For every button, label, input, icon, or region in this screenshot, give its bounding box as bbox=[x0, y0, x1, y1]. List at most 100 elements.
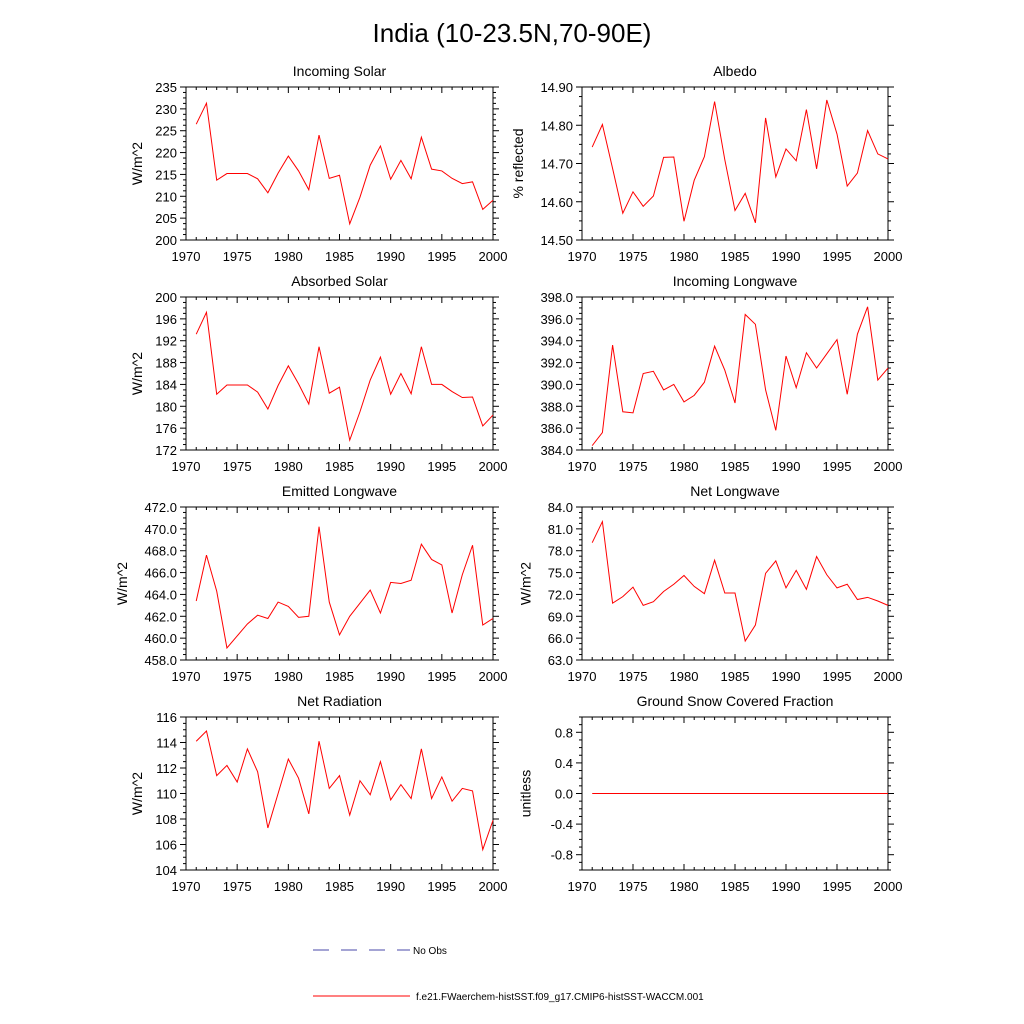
chart5-ytick-label: 466.0 bbox=[144, 566, 177, 581]
chart5-series-line bbox=[195, 526, 494, 650]
chart6-xtick-label: 1975 bbox=[619, 669, 648, 684]
chart1-xtick-label: 1975 bbox=[223, 249, 252, 264]
chart8-xtick-label: 1970 bbox=[568, 879, 597, 894]
chart8-title: Ground Snow Covered Fraction bbox=[637, 693, 834, 709]
chart1-ytick-label: 235 bbox=[155, 80, 177, 95]
chart4-ytick-label: 386.0 bbox=[540, 421, 573, 436]
chart4-plot-frame bbox=[581, 296, 889, 451]
chart3-panel-absorbed-solar: Absorbed Solar 1970 1975 1980 1985 1990 1995 20… bbox=[129, 273, 508, 474]
chart3-xtick-label: 1970 bbox=[172, 459, 201, 474]
chart6-series-line bbox=[591, 519, 889, 643]
chart2-ylabel: % reflected bbox=[510, 128, 526, 198]
chart7-ytick-label: 104 bbox=[155, 863, 177, 878]
chart6-ylabel: W/m^2 bbox=[517, 562, 533, 605]
chart4-xtick-label: 2000 bbox=[874, 459, 903, 474]
chart2-ytick-label: 14.50 bbox=[540, 233, 573, 248]
chart4-xtick-label: 1990 bbox=[772, 459, 801, 474]
chart2-xtick-label: 1995 bbox=[823, 249, 852, 264]
chart3-ytick-label: 184 bbox=[155, 377, 177, 392]
chart5-ytick-label: 458.0 bbox=[144, 653, 177, 668]
chart1-ytick-label: 215 bbox=[155, 167, 177, 182]
chart5-plot-frame bbox=[185, 506, 494, 661]
chart1-xtick-label: 1980 bbox=[274, 249, 303, 264]
chart4-ytick-label: 396.0 bbox=[540, 312, 573, 327]
chart8-xtick-label: 1985 bbox=[721, 879, 750, 894]
chart6-ytick-label: 75.0 bbox=[548, 566, 573, 581]
chart4-title: Incoming Longwave bbox=[673, 273, 798, 289]
chart7-ylabel: W/m^2 bbox=[129, 772, 145, 815]
chart3-xtick-label: 1985 bbox=[325, 459, 354, 474]
chart7-plot-frame bbox=[185, 716, 494, 871]
chart6-ytick-label: 81.0 bbox=[548, 522, 573, 537]
chart6-ytick-label: 63.0 bbox=[548, 653, 573, 668]
chart6-ytick-label: 72.0 bbox=[548, 587, 573, 602]
chart3-series-line bbox=[195, 310, 494, 443]
chart8-ytick-label: 0.8 bbox=[555, 725, 573, 740]
chart1-ylabel: W/m^2 bbox=[129, 142, 145, 185]
legend-label-model-run: f.e21.FWaerchem-histSST.f09_g17.CMIP6-hi… bbox=[416, 992, 704, 1003]
chart4-ytick-label: 394.0 bbox=[540, 334, 573, 349]
chart2-plot-frame bbox=[581, 86, 889, 241]
chart8-panel-ground-snow-covered-fraction: Ground Snow Covered Fraction 1970 1975 1980… bbox=[517, 693, 902, 894]
legend-label-no-obs: No Obs bbox=[413, 946, 447, 957]
chart1-series-line bbox=[195, 101, 494, 226]
chart7-xtick-label: 1980 bbox=[274, 879, 303, 894]
chart1-title: Incoming Solar bbox=[293, 63, 387, 79]
chart2-title: Albedo bbox=[713, 63, 757, 79]
chart4-ytick-label: 388.0 bbox=[540, 399, 573, 414]
figure-title: India (10-23.5N,70-90E) bbox=[373, 18, 652, 48]
chart3-title: Absorbed Solar bbox=[291, 273, 388, 289]
chart1-plot-frame bbox=[185, 86, 494, 241]
chart8-ytick-label: 0.0 bbox=[555, 787, 573, 802]
chart6-ytick-label: 69.0 bbox=[548, 609, 573, 624]
chart5-xtick-label: 1995 bbox=[427, 669, 456, 684]
chart6-panel-net-longwave: Net Longwave 1970 1975 1980 1985 1990 1995 2000… bbox=[517, 483, 902, 684]
chart2-ytick-label: 14.60 bbox=[540, 195, 573, 210]
chart3-xtick-label: 1990 bbox=[376, 459, 405, 474]
chart7-ytick-label: 108 bbox=[155, 812, 177, 827]
chart3-ytick-label: 172 bbox=[155, 443, 177, 458]
chart7-ytick-label: 112 bbox=[156, 761, 177, 776]
chart7-series-line bbox=[195, 730, 494, 852]
chart4-ytick-label: 398.0 bbox=[540, 290, 573, 305]
chart3-ytick-label: 200 bbox=[155, 290, 177, 305]
chart7-ytick-label: 116 bbox=[156, 710, 177, 725]
chart1-ytick-label: 220 bbox=[155, 146, 177, 161]
chart2-panel-albedo: Albedo 1970 1975 1980 1985 1990 1995 2000 14.50 1… bbox=[510, 63, 902, 264]
chart7-xtick-label: 2000 bbox=[479, 879, 508, 894]
chart1-ytick-label: 225 bbox=[155, 124, 177, 139]
chart3-plot-frame bbox=[185, 296, 494, 451]
chart8-xtick-label: 1995 bbox=[823, 879, 852, 894]
chart6-xtick-label: 2000 bbox=[874, 669, 903, 684]
chart7-ytick-label: 106 bbox=[155, 838, 177, 853]
chart4-ytick-label: 392.0 bbox=[540, 356, 573, 371]
chart3-ytick-label: 192 bbox=[155, 334, 177, 349]
chart2-ytick-label: 14.70 bbox=[540, 157, 573, 172]
chart5-xtick-label: 1970 bbox=[172, 669, 201, 684]
chart5-ytick-label: 468.0 bbox=[144, 544, 177, 559]
chart3-xtick-label: 1975 bbox=[223, 459, 252, 474]
chart3-xtick-label: 1980 bbox=[274, 459, 303, 474]
chart6-ytick-label: 78.0 bbox=[548, 544, 573, 559]
chart6-title: Net Longwave bbox=[690, 483, 780, 499]
chart6-xtick-label: 1990 bbox=[772, 669, 801, 684]
chart8-ylabel: unitless bbox=[517, 770, 533, 817]
chart3-ytick-label: 196 bbox=[155, 312, 177, 327]
chart2-ytick-label: 14.80 bbox=[540, 118, 573, 133]
chart6-ytick-label: 84.0 bbox=[548, 500, 573, 515]
chart2-xtick-label: 1985 bbox=[721, 249, 750, 264]
chart4-xtick-label: 1995 bbox=[823, 459, 852, 474]
chart3-ytick-label: 188 bbox=[155, 356, 177, 371]
chart2-xtick-label: 1980 bbox=[670, 249, 699, 264]
chart5-ylabel: W/m^2 bbox=[114, 562, 130, 605]
chart5-xtick-label: 1990 bbox=[376, 669, 405, 684]
chart6-xtick-label: 1995 bbox=[823, 669, 852, 684]
panels: Incoming Solar 1970 1975 1980 1985 1990 1995 20… bbox=[114, 63, 902, 894]
chart1-ytick-label: 210 bbox=[155, 189, 177, 204]
chart2-series-line bbox=[591, 99, 889, 223]
chart8-xtick-label: 1980 bbox=[670, 879, 699, 894]
chart5-xtick-label: 2000 bbox=[479, 669, 508, 684]
chart2-xtick-label: 1970 bbox=[568, 249, 597, 264]
chart1-panel-incoming-solar: Incoming Solar 1970 1975 1980 1985 1990 1995 20… bbox=[129, 63, 508, 264]
chart6-xtick-label: 1980 bbox=[670, 669, 699, 684]
